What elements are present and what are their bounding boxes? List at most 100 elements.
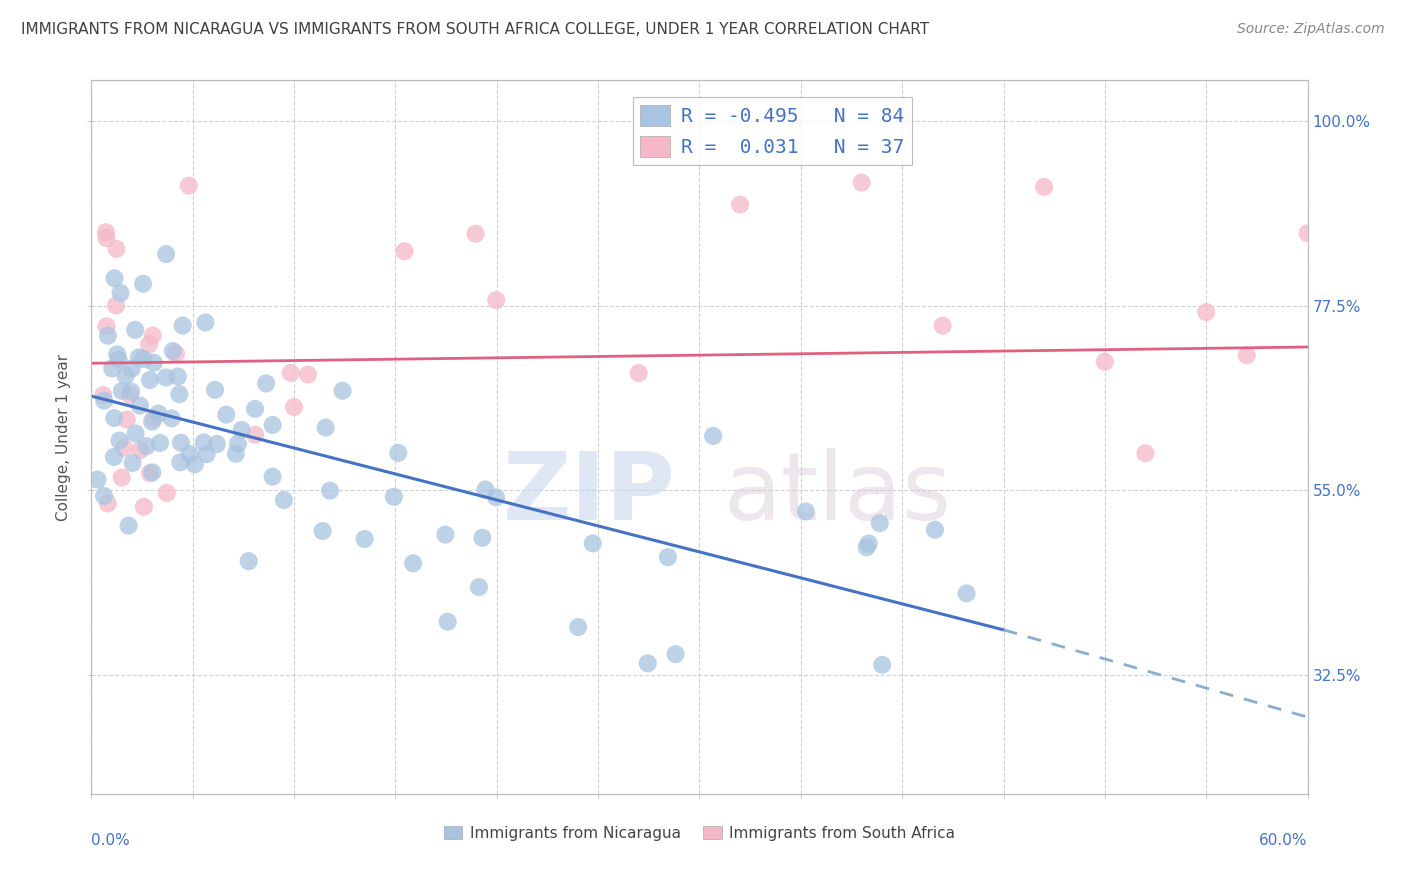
Point	[132, 277, 155, 291]
Point	[664, 647, 686, 661]
Point	[855, 541, 877, 555]
Point	[297, 368, 319, 382]
Point	[142, 411, 165, 425]
Point	[225, 447, 247, 461]
Point	[170, 435, 193, 450]
Point	[858, 536, 880, 550]
Point	[96, 319, 118, 334]
Point	[169, 455, 191, 469]
Point	[238, 554, 260, 568]
Point	[382, 490, 405, 504]
Point	[436, 615, 458, 629]
Point	[105, 242, 128, 256]
Text: atlas: atlas	[724, 448, 952, 541]
Point	[315, 420, 337, 434]
Point	[128, 351, 150, 365]
Point	[155, 247, 177, 261]
Point	[114, 368, 136, 383]
Point	[1135, 446, 1157, 460]
Point	[485, 491, 508, 505]
Text: IMMIGRANTS FROM NICARAGUA VS IMMIGRANTS FROM SOUTH AFRICA COLLEGE, UNDER 1 YEAR : IMMIGRANTS FROM NICARAGUA VS IMMIGRANTS …	[21, 22, 929, 37]
Point	[728, 197, 751, 211]
Point	[103, 411, 125, 425]
Point	[96, 231, 118, 245]
Point	[115, 412, 138, 426]
Point	[94, 225, 117, 239]
Point	[156, 486, 179, 500]
Point	[394, 244, 416, 259]
Point	[851, 176, 873, 190]
Point	[179, 447, 201, 461]
Point	[567, 620, 589, 634]
Point	[93, 393, 115, 408]
Legend: R = -0.495   N = 84, R =  0.031   N = 37: R = -0.495 N = 84, R = 0.031 N = 37	[633, 97, 912, 165]
Point	[149, 436, 172, 450]
Point	[121, 456, 143, 470]
Point	[132, 351, 155, 366]
Point	[129, 399, 152, 413]
Point	[215, 408, 238, 422]
Point	[353, 532, 375, 546]
Point	[120, 384, 142, 399]
Point	[93, 489, 115, 503]
Point	[139, 467, 162, 481]
Point	[474, 483, 496, 497]
Point	[869, 516, 891, 531]
Point	[132, 500, 155, 514]
Point	[155, 370, 177, 384]
Point	[138, 337, 160, 351]
Point	[148, 407, 170, 421]
Point	[124, 426, 146, 441]
Point	[86, 473, 108, 487]
Point	[121, 361, 143, 376]
Point	[195, 447, 218, 461]
Point	[1094, 355, 1116, 369]
Point	[112, 441, 135, 455]
Point	[105, 299, 128, 313]
Point	[110, 285, 132, 300]
Point	[245, 427, 267, 442]
Point	[111, 384, 134, 398]
Point	[169, 387, 191, 401]
Point	[794, 504, 817, 518]
Point	[105, 347, 128, 361]
Point	[1033, 180, 1056, 194]
Point	[262, 417, 284, 432]
Point	[1195, 305, 1218, 319]
Point	[91, 388, 114, 402]
Point	[162, 344, 184, 359]
Point	[637, 657, 659, 671]
Point	[226, 437, 249, 451]
Point	[111, 470, 134, 484]
Point	[1236, 348, 1258, 362]
Point	[193, 435, 215, 450]
Point	[231, 423, 253, 437]
Point	[1296, 226, 1319, 240]
Point	[434, 527, 457, 541]
Point	[702, 429, 724, 443]
Point	[139, 373, 162, 387]
Text: 0.0%: 0.0%	[91, 833, 131, 848]
Point	[108, 434, 131, 448]
Point	[931, 318, 953, 333]
Point	[107, 352, 129, 367]
Point	[627, 366, 650, 380]
Point	[582, 536, 605, 550]
Point	[311, 524, 333, 538]
Point	[160, 411, 183, 425]
Point	[103, 271, 125, 285]
Point	[464, 227, 486, 241]
Point	[184, 458, 207, 472]
Point	[254, 376, 277, 391]
Point	[129, 443, 152, 458]
Point	[166, 369, 188, 384]
Text: Source: ZipAtlas.com: Source: ZipAtlas.com	[1237, 22, 1385, 37]
Point	[924, 523, 946, 537]
Point	[165, 347, 187, 361]
Point	[194, 316, 217, 330]
Point	[280, 366, 302, 380]
Text: 60.0%: 60.0%	[1260, 833, 1308, 848]
Point	[101, 361, 124, 376]
Point	[870, 657, 893, 672]
Y-axis label: College, Under 1 year: College, Under 1 year	[56, 353, 72, 521]
